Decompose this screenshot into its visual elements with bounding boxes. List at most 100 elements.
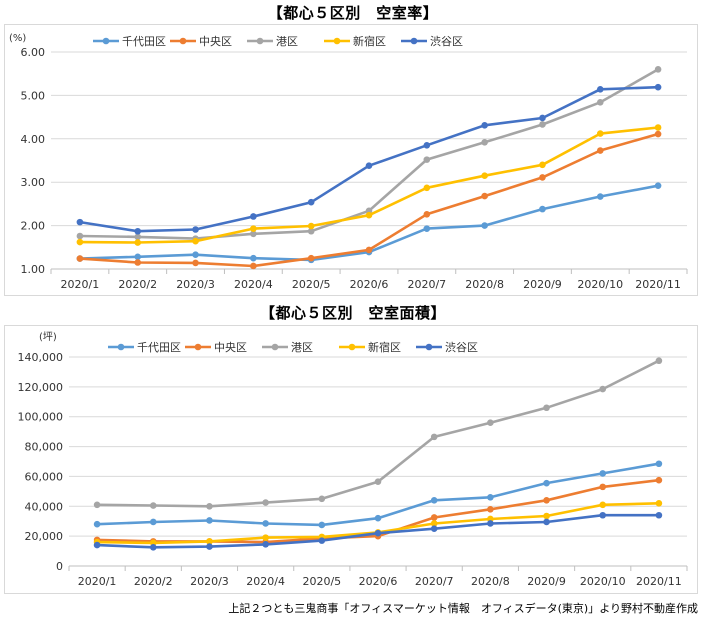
chart2-xtick-label: 2020/10 <box>580 575 626 588</box>
chart1-xtick-label: 2020/9 <box>523 278 562 291</box>
chart1-legend-marker <box>410 37 418 45</box>
chart2-point <box>430 520 438 527</box>
chart1-xtick-label: 2020/6 <box>350 278 389 291</box>
chart1-ylabel: (%) <box>9 33 26 44</box>
chart1-point <box>481 222 488 229</box>
chart1-point <box>307 254 315 262</box>
chart1-point <box>539 121 546 128</box>
chart1-point <box>192 226 199 233</box>
chart1-title: 【都心５区別 空室率】 <box>267 4 439 22</box>
chart1-point <box>539 161 546 169</box>
chart2-ytick-label: 0 <box>56 560 63 573</box>
chart2-legend-marker <box>117 343 125 351</box>
chart2-point <box>430 514 438 521</box>
chart1-point <box>481 122 488 129</box>
chart2-xtick-label: 2020/2 <box>134 575 173 588</box>
chart2-point <box>487 505 494 513</box>
chart2-point <box>262 499 269 506</box>
chart2-point <box>206 543 213 550</box>
chart1-point <box>76 255 84 262</box>
chart1-point <box>654 83 662 91</box>
chart2-xtick-label: 2020/3 <box>190 575 229 588</box>
chart1-point <box>192 259 199 267</box>
chart1-point <box>307 227 315 235</box>
chart1-point <box>76 232 84 240</box>
chart2-title: 【都心５区別 空室面積】 <box>259 304 446 322</box>
chart1-point <box>250 225 257 232</box>
chart1-point <box>365 246 373 254</box>
chart2-point <box>93 541 101 549</box>
chart2-xtick-label: 2020/6 <box>359 575 398 588</box>
chart2-ylabel: (坪) <box>39 330 57 343</box>
chart2-point <box>374 478 382 485</box>
chart1-xtick-label: 2020/2 <box>118 278 157 291</box>
chart2-legend-label: 港区 <box>291 341 313 354</box>
chart2-svg: 0 20,000 40,000 60,000 80,000 100,000 120,000 1… <box>18 330 688 588</box>
chart2-legend-marker <box>271 343 279 351</box>
chart1-point <box>481 172 488 179</box>
chart2-legend-label: 渋谷区 <box>445 341 478 354</box>
chart2-point <box>487 520 494 527</box>
chart1-legend-label: 中央区 <box>199 35 232 48</box>
chart1-ytick-label: 2.00 <box>21 220 46 233</box>
chart2-point <box>599 483 607 491</box>
chart1-legend-marker <box>179 37 187 45</box>
chart2-xtick-label: 2020/9 <box>527 575 566 588</box>
chart2-point <box>599 470 607 477</box>
chart2-point <box>318 495 326 503</box>
chart2-ytick-label: 120,000 <box>18 381 64 394</box>
chart1-point <box>423 156 431 163</box>
chart2-point <box>149 502 157 509</box>
chart1-point <box>654 130 662 138</box>
chart2-xtick-label: 2020/11 <box>636 575 682 588</box>
chart1-legend-marker <box>256 37 264 45</box>
chart2-point <box>599 501 607 509</box>
chart2-point <box>374 529 382 537</box>
chart1-point <box>365 162 373 170</box>
chart2-point <box>655 460 663 468</box>
chart2-xtick-label: 2020/1 <box>78 575 117 588</box>
chart2-point <box>599 385 607 393</box>
chart1-point <box>596 99 604 106</box>
chart2-ytick-label: 100,000 <box>18 411 64 424</box>
chart1-point <box>423 184 431 192</box>
chart2-point <box>374 514 382 522</box>
chart1-point <box>481 138 488 146</box>
chart1-point <box>423 225 431 232</box>
chart2-ytick-label: 40,000 <box>25 500 64 513</box>
chart2-legend-label: 新宿区 <box>368 340 401 354</box>
chart2-point <box>262 520 269 527</box>
chart1-ytick-label: 3.00 <box>21 176 46 189</box>
chart1-point <box>539 174 546 181</box>
chart1-xtick-label: 2020/10 <box>577 278 623 291</box>
chart1-point <box>539 205 546 213</box>
chart2-xtick-label: 2020/4 <box>246 575 285 588</box>
chart2-point <box>655 511 663 519</box>
chart1-xtick-label: 2020/5 <box>292 278 331 291</box>
chart2-point <box>655 476 663 484</box>
chart2-xtick-label: 2020/8 <box>471 575 510 588</box>
chart2-ytick-label: 60,000 <box>25 470 64 483</box>
chart2-ytick-label: 80,000 <box>25 441 64 454</box>
chart1-legend-marker <box>333 37 341 45</box>
chart2-ytick-label: 20,000 <box>25 530 64 543</box>
chart2-point <box>318 537 326 544</box>
chart2-point <box>655 500 663 507</box>
chart1-point <box>250 262 257 270</box>
chart2-legend-marker <box>194 343 202 351</box>
chart2-point <box>430 497 438 504</box>
chart2-point <box>206 517 213 524</box>
chart2-point <box>487 494 494 501</box>
chart1-legend-marker <box>102 37 110 45</box>
chart1-point <box>654 66 662 73</box>
chart2-point <box>206 502 213 510</box>
chart1-point <box>307 222 315 230</box>
chart2-point <box>430 433 438 441</box>
chart1-point <box>76 218 84 226</box>
chart1-point <box>192 251 199 258</box>
chart1-ytick-label: 6.00 <box>21 46 46 59</box>
chart1-point <box>596 86 604 93</box>
chart1-point <box>250 213 257 220</box>
chart2-point <box>543 479 550 487</box>
chart1-point <box>365 211 373 219</box>
